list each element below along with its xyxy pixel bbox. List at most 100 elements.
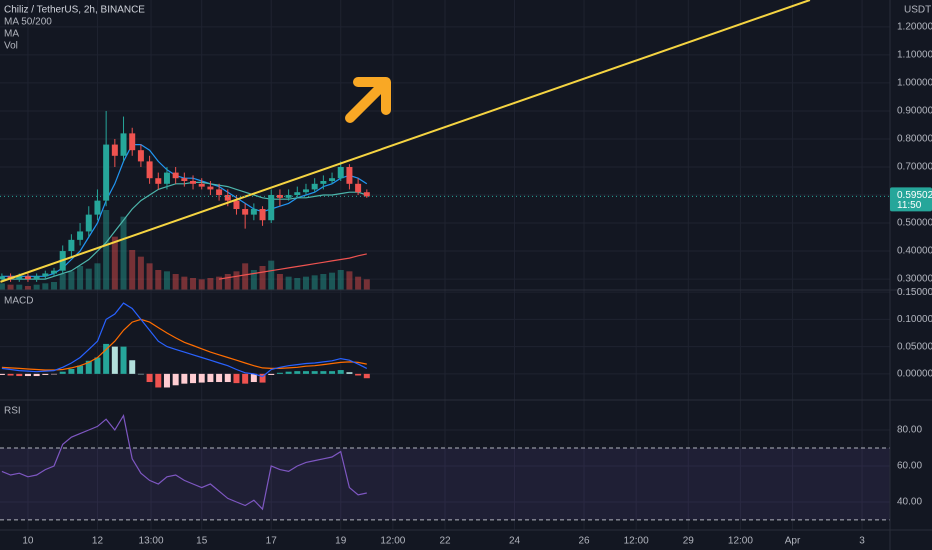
histogram-bar (268, 373, 275, 375)
x-tick-label: 26 (578, 536, 590, 547)
volume-bar (24, 286, 31, 290)
volume-bar (363, 279, 370, 290)
y-tick-label: 40.00 (897, 497, 922, 508)
candle-body (0, 276, 5, 280)
candle-body (190, 181, 197, 184)
volume-bar (68, 271, 75, 290)
candle-body (120, 133, 127, 156)
histogram-bar (337, 370, 344, 374)
line (1, 318, 367, 371)
candle-body (224, 195, 231, 201)
volume-bar (163, 271, 170, 290)
y-tick-label: 60.00 (897, 461, 922, 472)
indicator-label: Vol (4, 41, 18, 52)
volume-bar (94, 263, 101, 290)
volume-bar (207, 278, 214, 290)
histogram-bar (16, 373, 23, 377)
grid (0, 0, 890, 530)
volume-bar (355, 276, 362, 290)
volume-bar (16, 284, 23, 290)
volume-bar (259, 266, 266, 290)
candle-body (68, 239, 75, 252)
histogram-bar (85, 360, 92, 374)
histogram-bar (155, 373, 162, 388)
up-arrow (345, 77, 391, 123)
indicator-label: MA (4, 29, 19, 40)
marks (0, 0, 890, 521)
candle-body (16, 276, 23, 280)
candle-body (85, 214, 92, 232)
x-tick-label: 12:00 (380, 536, 405, 547)
candle-body (294, 192, 301, 196)
candle-body (77, 231, 84, 240)
volume-bar (137, 256, 144, 290)
candle-body (355, 183, 362, 193)
volume-bar (190, 278, 197, 290)
histogram-bar (346, 372, 353, 374)
line (219, 253, 367, 280)
y-tick-label: 1.10000 (897, 50, 932, 61)
candle-body (276, 195, 283, 198)
histogram-bar (129, 360, 136, 374)
y-tick-label: 0.00000 (897, 369, 932, 380)
pane-title: RSI (4, 406, 21, 417)
histogram-bar (355, 373, 362, 376)
volume-bar (129, 250, 136, 290)
volume-bar (268, 260, 275, 290)
x-tick-label: 17 (266, 536, 278, 547)
pane-title: MACD (4, 296, 33, 307)
histogram-bar (329, 371, 336, 374)
candle-body (137, 150, 144, 162)
x-tick-label: 10 (22, 536, 34, 547)
x-tick-label: 13:00 (139, 536, 164, 547)
volume-bar (172, 274, 179, 290)
candle-body (329, 178, 336, 182)
x-tick-label: 15 (196, 536, 208, 547)
rsi-band (0, 448, 890, 520)
symbol-title: Chiliz / TetherUS, 2h, BINANCE (4, 5, 145, 16)
y-tick-label: 0.10000 (897, 314, 932, 325)
volume-bar (250, 270, 257, 290)
candle-body (146, 161, 153, 179)
volume-bar (233, 271, 240, 290)
volume-bar (198, 279, 205, 290)
volume-bar (33, 284, 40, 290)
y-tick-label: 0.80000 (897, 134, 932, 145)
histogram-bar (0, 373, 5, 375)
histogram-bar (77, 365, 84, 374)
histogram-bar (146, 373, 153, 383)
x-tick-label: 12:00 (624, 536, 649, 547)
histogram-bar (198, 373, 205, 383)
volume-bar (216, 276, 223, 290)
line (1, 413, 367, 511)
volume-bar (294, 278, 301, 290)
trend-line (0, 0, 811, 283)
price-pane (0, 0, 811, 290)
x-tick-label: 3 (859, 536, 865, 547)
histogram-bar (320, 371, 327, 374)
volume-bar (320, 274, 327, 290)
x-tick-label: 19 (335, 536, 347, 547)
arrow-head (353, 77, 391, 115)
candle-body (337, 166, 344, 179)
x-tick-label: Apr (785, 536, 801, 547)
histogram-bar (172, 373, 179, 386)
candle-body (216, 189, 223, 196)
histogram-bar (163, 373, 170, 388)
y-tick-label: 0.40000 (897, 246, 932, 257)
histogram-bar (302, 371, 309, 374)
histogram-bar (59, 371, 66, 374)
x-tick-label: 22 (439, 536, 451, 547)
volume-bar (346, 271, 353, 290)
histogram-bar (33, 373, 40, 377)
candle-body (198, 183, 205, 187)
histogram-bar (120, 346, 127, 374)
line (1, 302, 368, 378)
indicator-label: MA 50/200 (4, 17, 52, 28)
histogram-bar (250, 373, 257, 383)
y-tick-label: 80.00 (897, 425, 922, 436)
histogram-bar (7, 373, 14, 376)
histogram-bar (68, 368, 75, 374)
volume-bar (155, 270, 162, 290)
candle-body (129, 133, 136, 151)
